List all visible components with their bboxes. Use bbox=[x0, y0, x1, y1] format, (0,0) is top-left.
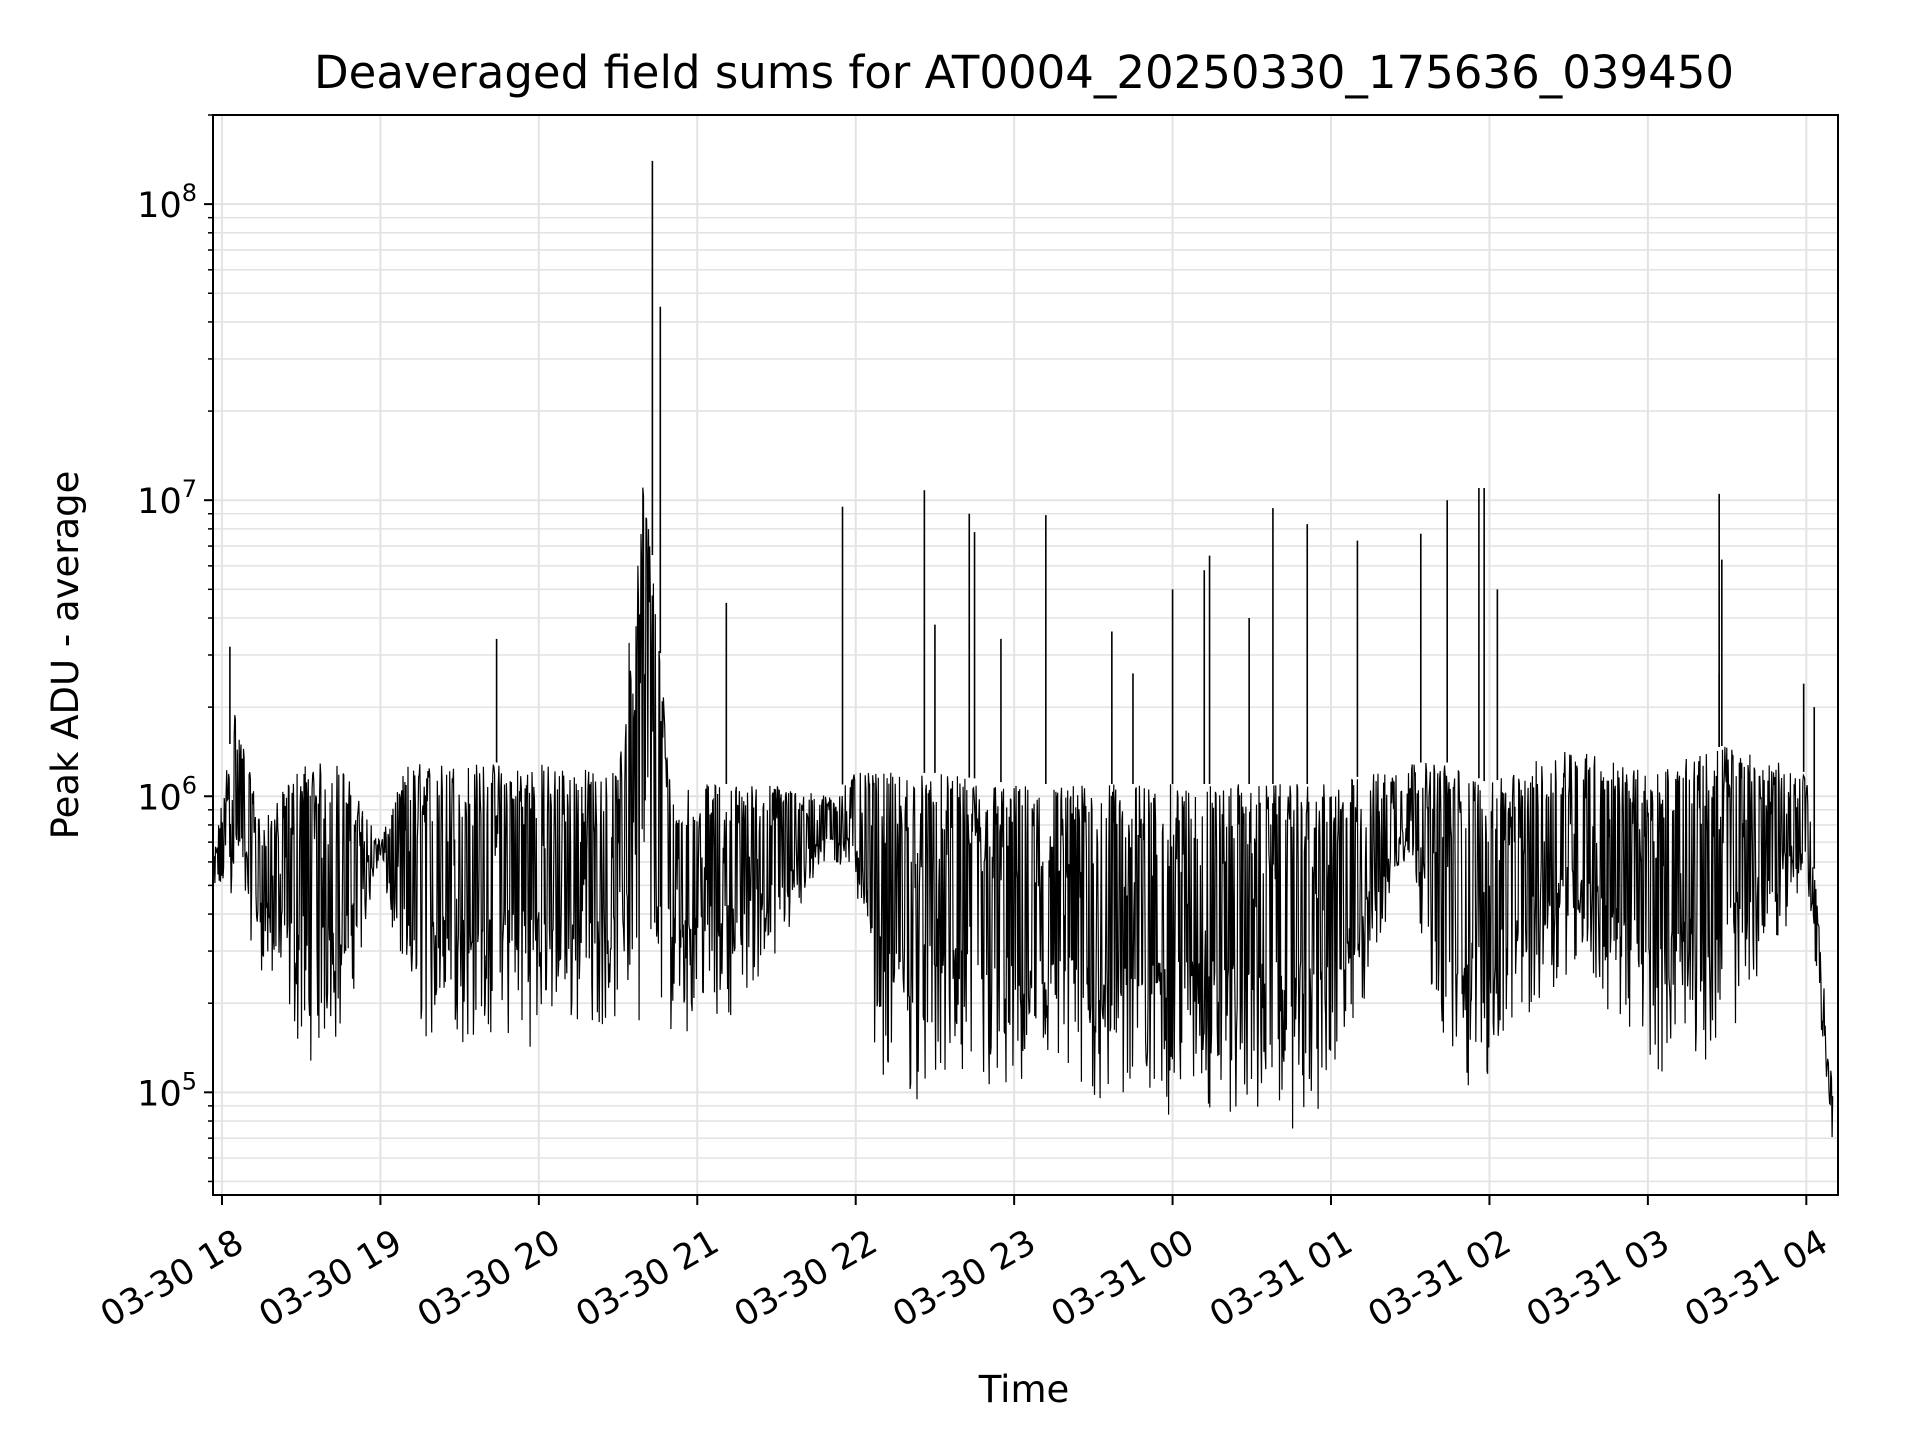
y-axis-label: Peak ADU - average bbox=[44, 471, 87, 840]
y-tick-label: 105 bbox=[137, 1067, 197, 1114]
series-path bbox=[212, 487, 1834, 1138]
y-tick-label: 107 bbox=[137, 475, 197, 522]
y-tick-label: 106 bbox=[137, 771, 197, 818]
y-tick-label: 108 bbox=[137, 179, 197, 226]
y-axis: 105 106 107 108 bbox=[137, 114, 213, 1183]
x-axis-label: Time bbox=[978, 1368, 1070, 1411]
chart-title: Deaveraged field sums for AT0004_2025033… bbox=[314, 46, 1734, 99]
series-line bbox=[212, 160, 1834, 1138]
